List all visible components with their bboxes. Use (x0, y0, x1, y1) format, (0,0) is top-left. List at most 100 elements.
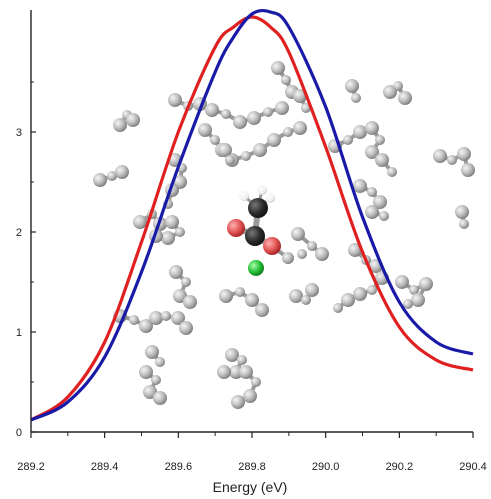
atom (229, 365, 243, 379)
atom (155, 357, 165, 367)
atom (387, 167, 397, 177)
atom (457, 147, 471, 161)
atom (115, 165, 129, 179)
atom (375, 153, 389, 167)
atom (171, 311, 185, 325)
atom (459, 219, 469, 229)
atom (247, 111, 261, 125)
atom (145, 345, 159, 359)
y-tick-label: 1 (16, 327, 22, 339)
atom (293, 121, 307, 135)
atom (379, 211, 389, 221)
atom (367, 187, 377, 197)
atom (265, 193, 275, 203)
atom (113, 118, 127, 132)
atom (307, 241, 317, 251)
atom (233, 115, 247, 129)
atom (237, 355, 247, 365)
series-line-2 (30, 8, 474, 422)
atom (341, 293, 355, 307)
x-tick-label: 289.2 (17, 461, 45, 473)
x-tick-label: 289.6 (165, 461, 193, 473)
atom (225, 348, 239, 362)
atom (375, 135, 385, 145)
atom (365, 121, 379, 135)
atom (179, 321, 193, 335)
x-tick-label: 290.0 (312, 461, 340, 473)
y-tick-label: 2 (16, 227, 22, 239)
atom (373, 195, 387, 209)
atom (165, 215, 179, 229)
atom (409, 285, 419, 295)
atom (210, 135, 220, 145)
x-ticks: 289.2 289.4 289.6 289.8 290.0 290.2 290.4 (17, 432, 487, 473)
atom (365, 145, 379, 159)
atom (183, 295, 197, 309)
atom (227, 219, 245, 237)
atom (93, 173, 107, 187)
atom (447, 155, 457, 165)
atom (367, 285, 377, 295)
x-tick-label: 289.8 (238, 461, 266, 473)
atom (181, 277, 191, 287)
atom (168, 93, 182, 107)
atom (235, 287, 245, 297)
atom (383, 85, 397, 99)
atom (221, 109, 231, 119)
x-axis-title: Energy (eV) (213, 479, 288, 495)
atom (257, 185, 267, 195)
series-layer (30, 8, 474, 422)
atom (398, 91, 412, 105)
atom (198, 123, 212, 137)
atom (289, 289, 303, 303)
atom (245, 226, 265, 246)
atom (239, 191, 249, 201)
atom (353, 179, 367, 193)
atom (411, 293, 425, 307)
atom (248, 260, 264, 276)
atom (271, 61, 285, 75)
atom (205, 103, 219, 117)
atom (281, 75, 291, 85)
atom (297, 249, 307, 259)
atom (282, 252, 294, 264)
atom (217, 365, 231, 379)
atom (218, 143, 232, 157)
atom (151, 375, 161, 385)
atom (255, 303, 269, 317)
atom (263, 107, 273, 117)
atom (107, 171, 117, 181)
atom (348, 243, 362, 257)
atom (251, 377, 261, 387)
atom (161, 311, 171, 321)
series-line-1 (30, 15, 474, 422)
y-tick-label: 3 (16, 127, 22, 139)
atom (393, 81, 403, 91)
x-tick-label: 290.4 (459, 461, 487, 473)
molecular-cluster-inset (93, 61, 475, 409)
atom (153, 391, 167, 405)
atom (343, 135, 353, 145)
atom (315, 247, 329, 261)
atom (291, 227, 305, 241)
x-tick-label: 289.4 (91, 461, 119, 473)
atom (139, 319, 153, 333)
atom (293, 89, 307, 103)
atom (365, 205, 379, 219)
atom (149, 311, 163, 325)
atom (133, 215, 147, 229)
atom (245, 293, 259, 307)
atom (243, 389, 257, 403)
atom (241, 151, 251, 161)
y-ticks: 0 1 2 3 (16, 81, 36, 439)
atom (275, 101, 289, 115)
atom (461, 163, 475, 177)
x-tick-label: 290.2 (386, 461, 414, 473)
atom (333, 303, 343, 313)
atom (126, 113, 140, 127)
atom (419, 277, 433, 291)
y-tick-label: 0 (16, 427, 22, 439)
atom (248, 198, 268, 218)
atom (129, 315, 139, 325)
atom (353, 287, 367, 301)
